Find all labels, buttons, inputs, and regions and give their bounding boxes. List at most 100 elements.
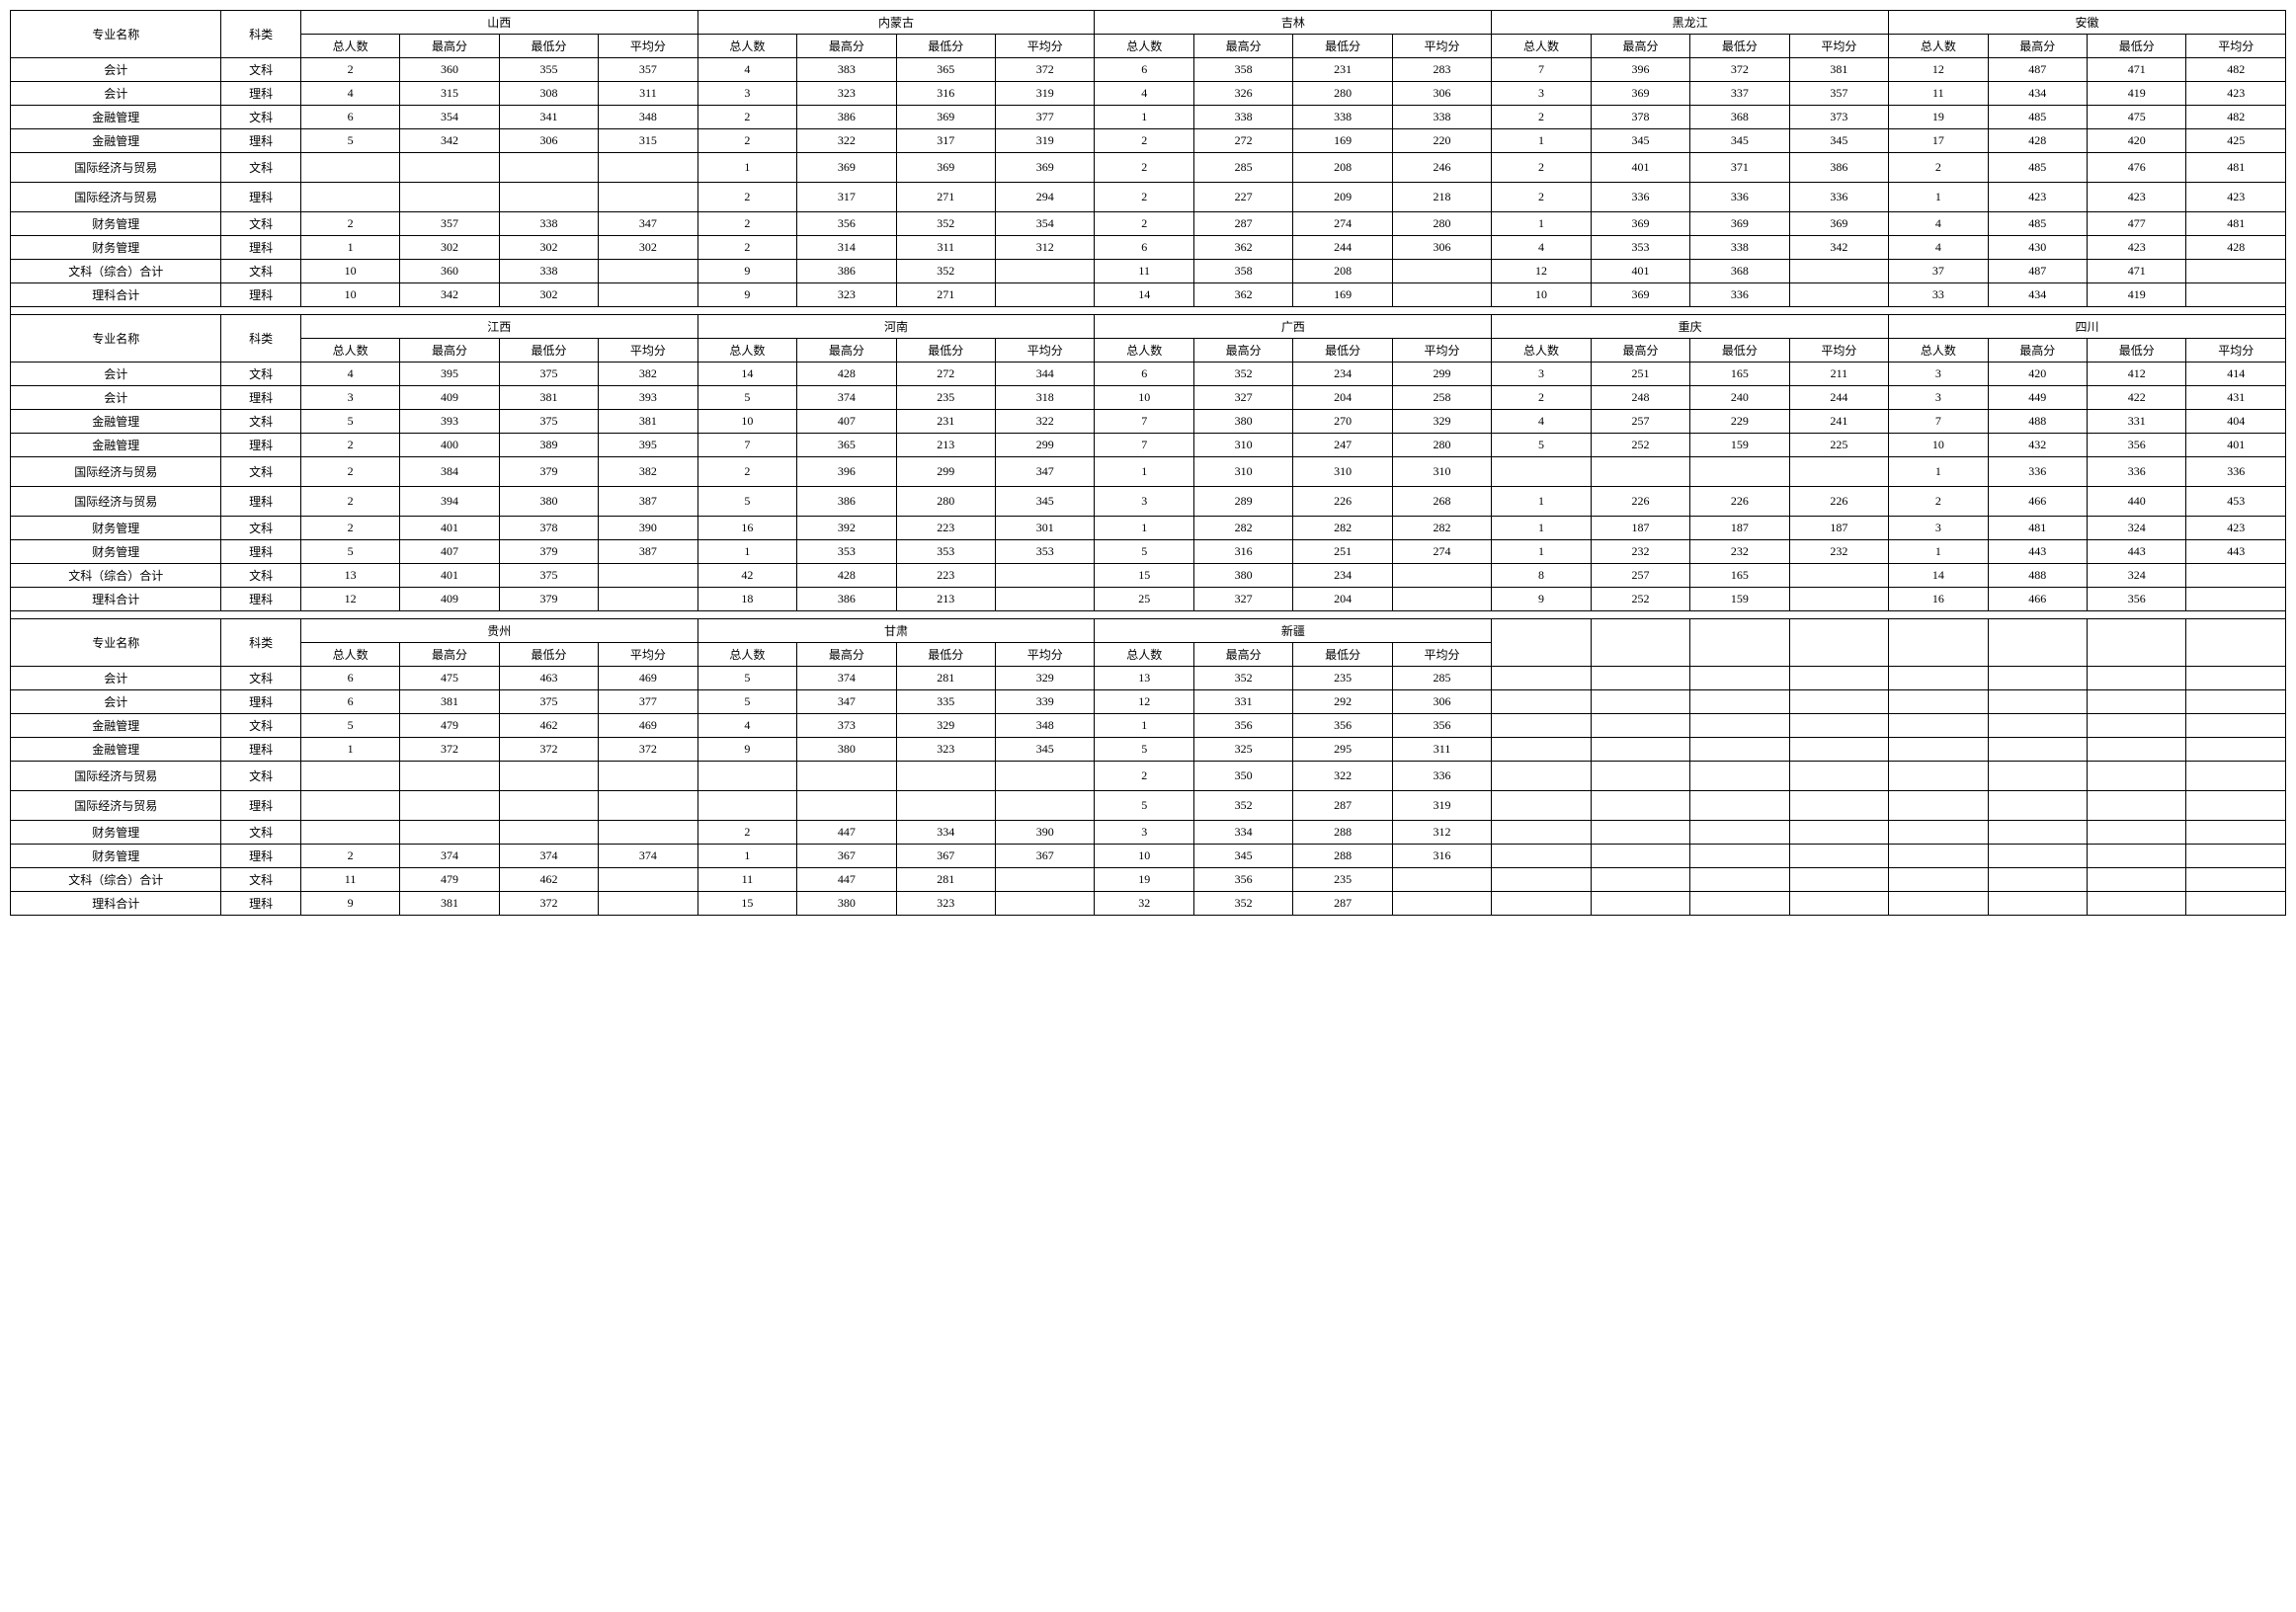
cell-type: 文科 bbox=[221, 868, 300, 892]
header-subcol: 总人数 bbox=[1889, 35, 1988, 58]
cell-value: 306 bbox=[1392, 82, 1491, 106]
cell-value: 375 bbox=[499, 410, 598, 434]
cell-value: 274 bbox=[1293, 212, 1392, 236]
cell-value: 244 bbox=[1789, 386, 1888, 410]
header-subcol: 平均分 bbox=[996, 339, 1095, 363]
blank-cell bbox=[1591, 690, 1689, 714]
cell-value: 5 bbox=[1095, 540, 1193, 564]
cell-major: 会计 bbox=[11, 363, 221, 386]
blank-cell bbox=[1789, 738, 1888, 762]
header-province: 内蒙古 bbox=[697, 11, 1095, 35]
cell-type: 文科 bbox=[221, 260, 300, 283]
cell-value: 7 bbox=[1095, 410, 1193, 434]
cell-value: 372 bbox=[499, 738, 598, 762]
header-subcol: 最低分 bbox=[1690, 35, 1789, 58]
blank-cell bbox=[1492, 762, 1591, 791]
cell-value: 25 bbox=[1095, 588, 1193, 611]
cell-value: 1 bbox=[1095, 457, 1193, 487]
cell-value: 1 bbox=[1095, 714, 1193, 738]
cell-value: 355 bbox=[499, 58, 598, 82]
cell-value: 232 bbox=[1591, 540, 1689, 564]
cell-value: 345 bbox=[996, 487, 1095, 517]
cell-major: 文科（综合）合计 bbox=[11, 260, 221, 283]
cell-value: 1 bbox=[1492, 487, 1591, 517]
cell-value: 374 bbox=[797, 386, 896, 410]
blank-cell bbox=[1591, 619, 1689, 667]
cell-value: 428 bbox=[797, 363, 896, 386]
header-subcol: 总人数 bbox=[1492, 339, 1591, 363]
cell-type: 理科 bbox=[221, 236, 300, 260]
cell-value: 485 bbox=[1988, 106, 2087, 129]
cell-value bbox=[896, 762, 995, 791]
blank-cell bbox=[2088, 845, 2186, 868]
cell-type: 理科 bbox=[221, 738, 300, 762]
header-type: 科类 bbox=[221, 315, 300, 363]
cell-value: 423 bbox=[2088, 236, 2186, 260]
cell-value: 3 bbox=[1095, 821, 1193, 845]
cell-value: 302 bbox=[599, 236, 697, 260]
cell-value: 10 bbox=[300, 260, 399, 283]
header-subcol: 最高分 bbox=[400, 643, 499, 667]
cell-value: 12 bbox=[1889, 58, 1988, 82]
cell-value: 292 bbox=[1293, 690, 1392, 714]
cell-value: 2 bbox=[1889, 153, 1988, 183]
blank-cell bbox=[1492, 667, 1591, 690]
cell-value: 354 bbox=[996, 212, 1095, 236]
cell-value: 336 bbox=[1789, 183, 1888, 212]
cell-value: 336 bbox=[2088, 457, 2186, 487]
cell-value bbox=[1789, 283, 1888, 307]
cell-value: 420 bbox=[1988, 363, 2087, 386]
cell-value: 315 bbox=[599, 129, 697, 153]
cell-value bbox=[1492, 457, 1591, 487]
cell-major: 财务管理 bbox=[11, 845, 221, 868]
cell-value: 377 bbox=[599, 690, 697, 714]
header-province: 四川 bbox=[1889, 315, 2286, 339]
cell-value: 387 bbox=[599, 540, 697, 564]
cell-value: 6 bbox=[300, 667, 399, 690]
cell-value: 449 bbox=[1988, 386, 2087, 410]
cell-value: 10 bbox=[1095, 845, 1193, 868]
cell-value: 357 bbox=[400, 212, 499, 236]
cell-value: 358 bbox=[1193, 260, 1292, 283]
header-subcol: 总人数 bbox=[1095, 643, 1193, 667]
cell-value: 1 bbox=[1492, 517, 1591, 540]
cell-value: 7 bbox=[1889, 410, 1988, 434]
cell-value: 5 bbox=[300, 410, 399, 434]
blank-cell bbox=[1591, 821, 1689, 845]
blank-cell bbox=[2088, 892, 2186, 916]
cell-major: 财务管理 bbox=[11, 540, 221, 564]
header-major: 专业名称 bbox=[11, 619, 221, 667]
cell-value: 240 bbox=[1690, 386, 1789, 410]
cell-value: 2 bbox=[300, 58, 399, 82]
cell-value: 319 bbox=[996, 82, 1095, 106]
header-subcol: 最高分 bbox=[400, 339, 499, 363]
cell-value: 324 bbox=[2088, 564, 2186, 588]
blank-cell bbox=[1690, 845, 1789, 868]
cell-value: 11 bbox=[1889, 82, 1988, 106]
cell-value: 9 bbox=[697, 283, 796, 307]
cell-value: 235 bbox=[896, 386, 995, 410]
blank-cell bbox=[2186, 821, 2286, 845]
cell-value: 336 bbox=[1690, 183, 1789, 212]
cell-value: 19 bbox=[1889, 106, 1988, 129]
cell-value bbox=[599, 588, 697, 611]
cell-value: 369 bbox=[896, 106, 995, 129]
cell-value: 10 bbox=[697, 410, 796, 434]
cell-value: 4 bbox=[697, 714, 796, 738]
cell-value: 2 bbox=[1492, 106, 1591, 129]
cell-value: 319 bbox=[996, 129, 1095, 153]
cell-major: 国际经济与贸易 bbox=[11, 183, 221, 212]
blank-cell bbox=[1492, 738, 1591, 762]
header-province: 新疆 bbox=[1095, 619, 1492, 643]
cell-value: 315 bbox=[400, 82, 499, 106]
cell-value: 371 bbox=[1690, 153, 1789, 183]
cell-value: 2 bbox=[697, 457, 796, 487]
blank-cell bbox=[1690, 821, 1789, 845]
cell-value: 231 bbox=[1293, 58, 1392, 82]
cell-value: 368 bbox=[1690, 260, 1789, 283]
cell-value: 342 bbox=[1789, 236, 1888, 260]
cell-value: 9 bbox=[1492, 588, 1591, 611]
cell-type: 文科 bbox=[221, 153, 300, 183]
blank-cell bbox=[1591, 892, 1689, 916]
blank-cell bbox=[1889, 619, 1988, 667]
